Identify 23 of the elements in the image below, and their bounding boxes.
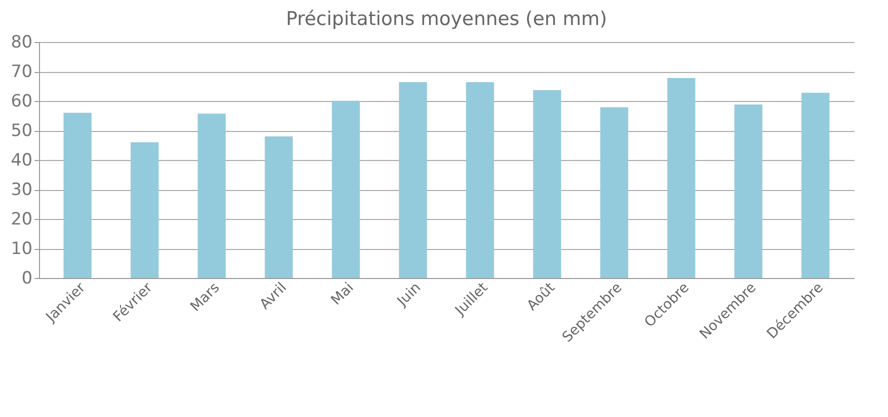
- bar: [198, 114, 226, 278]
- y-tick-label: 60: [10, 92, 32, 112]
- chart-title: Précipitations moyennes (en mm): [286, 8, 608, 30]
- bar: [398, 82, 427, 278]
- bar: [533, 90, 562, 278]
- y-tick-label: 30: [10, 180, 32, 200]
- y-tick-label: 50: [10, 121, 32, 141]
- y-tick-label: 40: [10, 150, 32, 170]
- bar: [667, 78, 696, 278]
- bar: [130, 142, 159, 278]
- y-tick-label: 20: [10, 210, 32, 230]
- bar: [801, 92, 830, 278]
- y-tick-label: 70: [10, 62, 32, 82]
- x-tick-label: Mai: [328, 280, 357, 308]
- y-tick-label: 10: [10, 239, 32, 259]
- bar: [264, 136, 293, 278]
- bar: [734, 104, 762, 278]
- bar: [64, 112, 92, 278]
- bar: [600, 107, 628, 278]
- bar: [332, 100, 360, 278]
- y-tick-label: 0: [22, 268, 32, 288]
- bar: [466, 82, 494, 278]
- y-tick-label: 80: [10, 32, 32, 52]
